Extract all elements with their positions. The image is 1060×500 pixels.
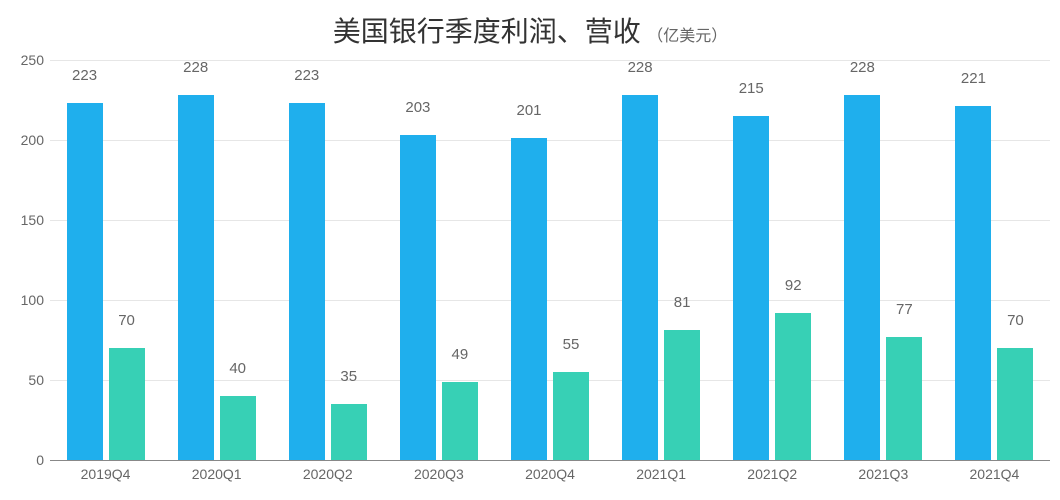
plot-area: 223 70 228 40 223 35 203 49 201 55 228 81 215 92 228 77… <box>50 60 1050 460</box>
bar-value-label: 40 <box>229 360 246 377</box>
bar-value-label: 228 <box>628 59 653 76</box>
bar-revenue <box>67 103 103 460</box>
bar-value-label: 55 <box>563 336 580 353</box>
chart-title-sub: （亿美元） <box>647 28 727 45</box>
bar-value-label: 77 <box>896 301 913 318</box>
bar-profit <box>442 382 478 460</box>
bar-value-label: 228 <box>183 59 208 76</box>
chart-title-main: 美国银行季度利润、营收 <box>333 16 641 47</box>
x-tick-label: 2019Q4 <box>81 466 131 482</box>
bar-value-label: 203 <box>405 99 430 116</box>
bar-profit <box>664 330 700 460</box>
bar-value-label: 49 <box>452 346 469 363</box>
bar-profit <box>109 348 145 460</box>
bar-value-label: 81 <box>674 294 691 311</box>
bar-profit <box>553 372 589 460</box>
x-tick-label: 2020Q1 <box>192 466 242 482</box>
y-tick-label: 250 <box>4 52 44 68</box>
bar-revenue <box>733 116 769 460</box>
bar-profit <box>331 404 367 460</box>
y-tick-label: 150 <box>4 212 44 228</box>
bar-value-label: 35 <box>340 368 357 385</box>
bar-value-label: 228 <box>850 59 875 76</box>
bar-value-label: 223 <box>294 67 319 84</box>
bar-revenue <box>289 103 325 460</box>
bar-value-label: 201 <box>516 102 541 119</box>
bar-revenue <box>400 135 436 460</box>
bar-profit <box>997 348 1033 460</box>
bar-revenue <box>511 138 547 460</box>
y-tick-label: 200 <box>4 132 44 148</box>
y-tick-label: 50 <box>4 372 44 388</box>
bar-value-label: 92 <box>785 277 802 294</box>
bar-profit <box>220 396 256 460</box>
bar-value-label: 221 <box>961 70 986 87</box>
x-tick-label: 2020Q4 <box>525 466 575 482</box>
x-tick-label: 2021Q1 <box>636 466 686 482</box>
y-tick-label: 0 <box>4 452 44 468</box>
bar-value-label: 223 <box>72 67 97 84</box>
x-tick-label: 2020Q3 <box>414 466 464 482</box>
bar-revenue <box>844 95 880 460</box>
bar-value-label: 70 <box>118 312 135 329</box>
x-tick-label: 2021Q2 <box>747 466 797 482</box>
bar-value-label: 70 <box>1007 312 1024 329</box>
bar-revenue <box>955 106 991 460</box>
y-tick-label: 100 <box>4 292 44 308</box>
x-tick-label: 2020Q2 <box>303 466 353 482</box>
chart-container: 美国银行季度利润、营收 （亿美元） 0 50 100 150 200 250 2019Q4… <box>0 0 1060 500</box>
bar-revenue <box>178 95 214 460</box>
x-axis-line <box>50 460 1050 461</box>
bar-revenue <box>622 95 658 460</box>
x-tick-label: 2021Q3 <box>858 466 908 482</box>
bar-profit <box>775 313 811 460</box>
chart-title-block: 美国银行季度利润、营收 （亿美元） <box>0 10 1060 50</box>
x-tick-label: 2021Q4 <box>970 466 1020 482</box>
bar-profit <box>886 337 922 460</box>
bar-value-label: 215 <box>739 80 764 97</box>
